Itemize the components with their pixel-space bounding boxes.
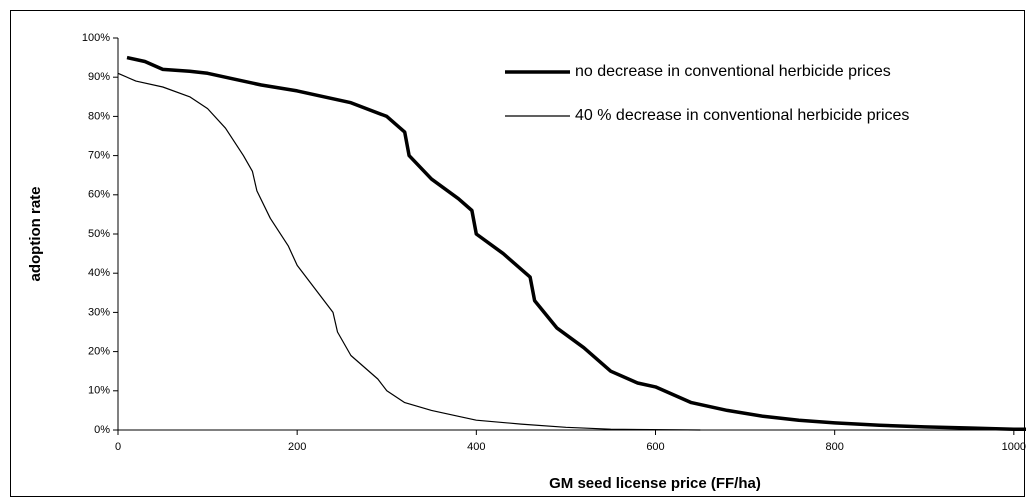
y-tick-label: 50% — [88, 228, 110, 240]
y-tick-label: 20% — [88, 346, 110, 358]
y-tick-label: 10% — [88, 385, 110, 397]
legend-label: no decrease in conventional herbicide pr… — [575, 63, 891, 80]
x-axis-title: GM seed license price (FF/ha) — [549, 475, 761, 492]
y-tick-label: 40% — [88, 267, 110, 279]
x-tick-label: 200 — [288, 441, 306, 453]
y-tick-label: 30% — [88, 306, 110, 318]
x-tick-label: 800 — [825, 441, 843, 453]
y-axis-title: adoption rate — [27, 186, 44, 281]
y-tick-label: 80% — [88, 110, 110, 122]
series-line — [117, 72, 701, 431]
y-tick-label: 100% — [82, 32, 110, 44]
x-tick-label: 0 — [115, 441, 121, 453]
chart-frame — [10, 10, 1025, 497]
x-tick-label: 600 — [646, 441, 664, 453]
legend-label: 40 % decrease in conventional herbicide … — [575, 107, 909, 124]
y-tick-label: 90% — [88, 71, 110, 83]
y-tick-label: 60% — [88, 189, 110, 201]
y-tick-label: 0% — [94, 424, 110, 436]
x-tick-label: 1000 — [1002, 441, 1026, 453]
x-tick-label: 400 — [467, 441, 485, 453]
y-tick-label: 70% — [88, 150, 110, 162]
series-line — [126, 55, 1026, 432]
